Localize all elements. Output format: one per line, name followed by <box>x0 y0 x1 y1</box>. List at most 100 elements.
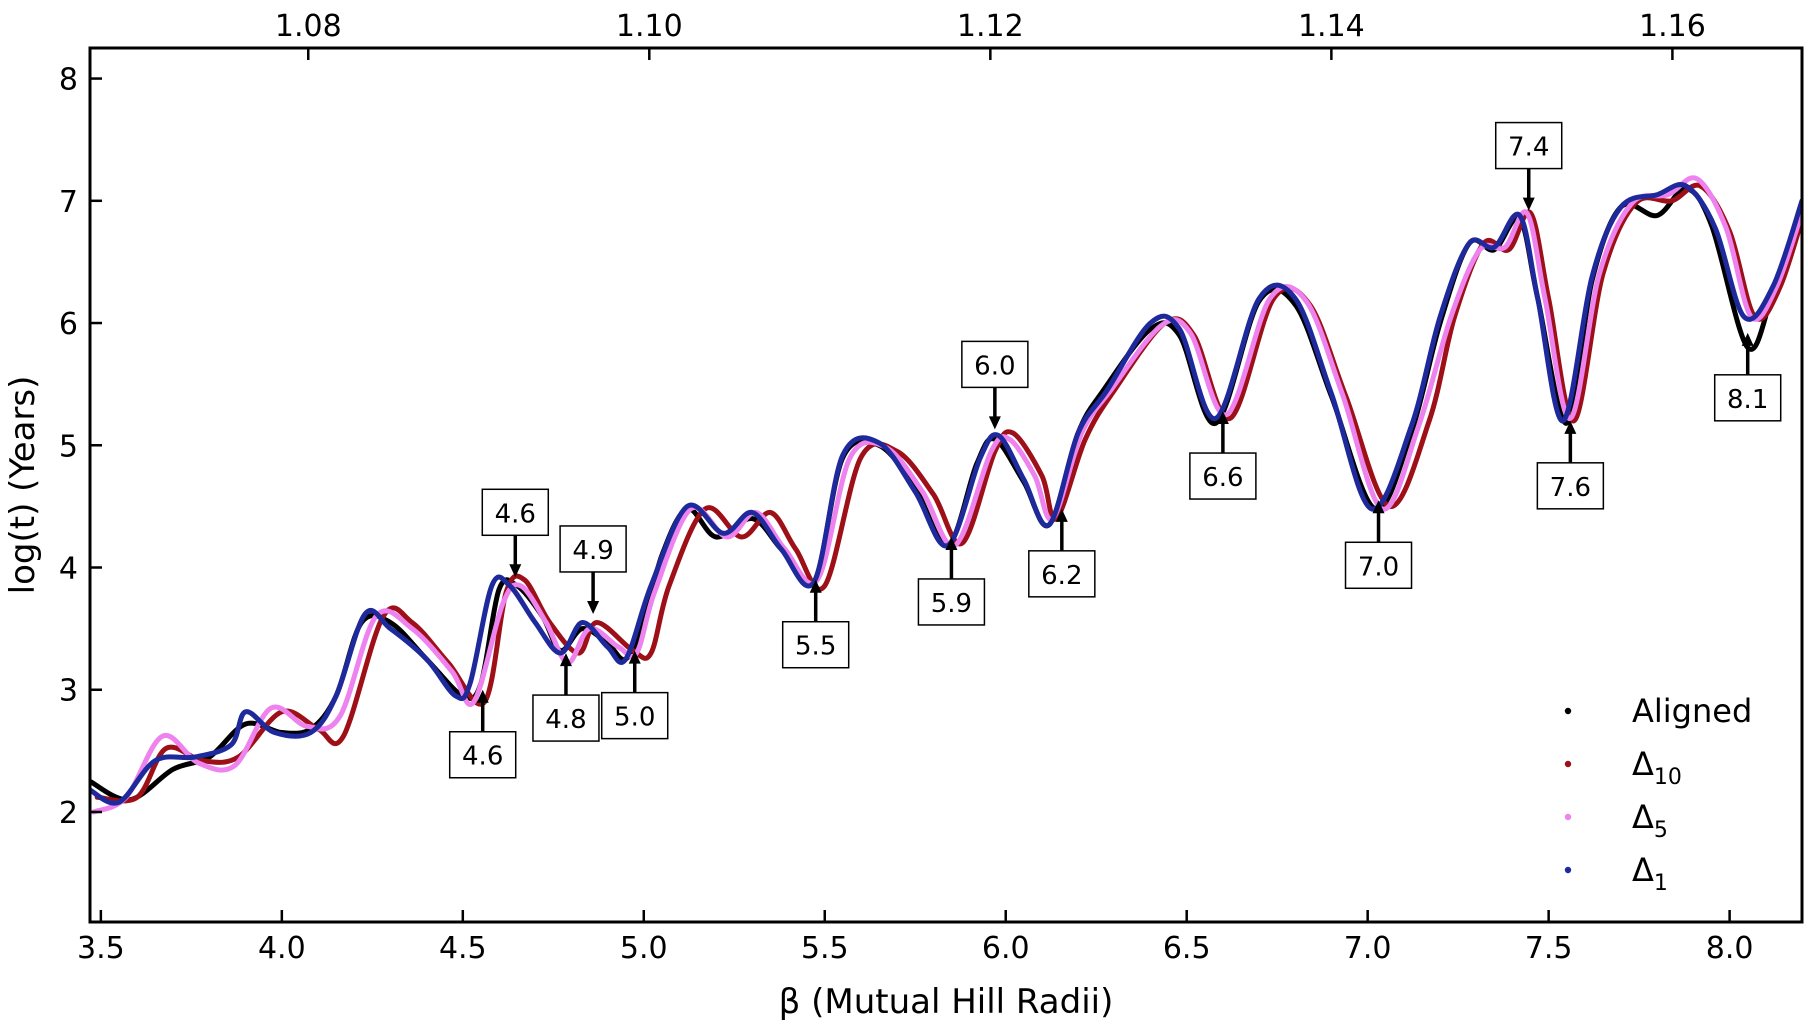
annotation-8: 6.2 <box>1028 508 1096 598</box>
legend-marker-0 <box>1564 707 1572 715</box>
annotation-layer: 4.6 4.6 4.8 4.9 5.0 5.5 5.9 6.0 6.2 6.6 7.0 7.4 7.6 8… <box>448 121 1782 779</box>
annotation-label: 6.0 <box>974 351 1015 381</box>
annotation-label: 6.6 <box>1202 463 1243 493</box>
legend-marker-3 <box>1564 866 1572 874</box>
x-tick-label: 7.5 <box>1525 931 1573 966</box>
annotation-box <box>481 488 550 537</box>
y-tick-label: 2 <box>59 796 78 831</box>
annotation-box <box>781 620 850 669</box>
y-axis-label: log(t) (Years) <box>3 376 43 595</box>
legend-label-text: Δ <box>1632 745 1654 783</box>
x-tick-label: 4.0 <box>258 931 306 966</box>
annotation-label: 4.6 <box>462 742 503 772</box>
annotation-6: 5.9 <box>917 536 986 626</box>
annotation-10: 7.0 <box>1344 500 1413 590</box>
x-tick-label: 3.5 <box>77 931 125 966</box>
annotation-label: 4.6 <box>495 499 536 529</box>
y-tick-label: 5 <box>59 429 78 464</box>
annotation-box <box>1494 121 1563 170</box>
annotation-arrowhead <box>509 564 522 578</box>
x-tick-label: 6.5 <box>1163 931 1211 966</box>
annotation-arrowhead <box>988 416 1001 430</box>
annotation-arrowhead <box>809 579 822 593</box>
x-tick-label: 5.5 <box>801 931 849 966</box>
legend-label-text: Δ <box>1632 851 1654 889</box>
annotation-box <box>1536 462 1605 510</box>
annotation-1: 4.6 <box>481 488 550 578</box>
legend-label-0: Aligned <box>1632 692 1752 730</box>
annotation-arrowhead <box>476 689 489 703</box>
plot-frame <box>88 46 1804 924</box>
annotation-arrowhead <box>1216 411 1229 425</box>
series-line-2 <box>91 175 1802 815</box>
annotation-label: 7.0 <box>1358 552 1399 582</box>
annotation-box <box>600 691 669 740</box>
annotation-5: 5.5 <box>781 579 850 669</box>
x-tick-label: 7.0 <box>1344 931 1392 966</box>
top-tick-label: 1.14 <box>1298 9 1365 44</box>
legend-label-subscript: 1 <box>1654 871 1668 896</box>
annotation-arrowhead <box>1372 500 1385 514</box>
y-tick-label: 3 <box>59 674 78 709</box>
annotation-arrowhead <box>1055 508 1068 522</box>
annotation-box <box>1189 452 1257 500</box>
legend-label-text: Aligned <box>1632 692 1752 730</box>
annotation-arrowhead <box>628 650 641 664</box>
series-layer <box>90 175 1802 815</box>
annotation-label: 4.9 <box>572 536 613 566</box>
legend-label-subscript: 5 <box>1654 818 1668 843</box>
annotation-arrowhead <box>945 536 958 550</box>
annotation-label: 5.9 <box>931 589 972 619</box>
annotation-7: 6.0 <box>961 340 1029 430</box>
annotation-arrowhead <box>587 600 600 614</box>
annotation-label: 7.6 <box>1550 473 1591 503</box>
x-tick-label: 4.5 <box>439 931 487 966</box>
top-tick-label: 1.08 <box>275 9 342 44</box>
annotation-11: 7.4 <box>1494 121 1563 211</box>
top-tick-label: 1.16 <box>1639 9 1706 44</box>
annotation-label: 5.5 <box>795 632 836 662</box>
annotation-label: 8.1 <box>1727 385 1768 415</box>
annotation-2: 4.8 <box>532 653 600 742</box>
axis-layer: 3.5 4.0 4.5 5.0 5.5 6.0 6.5 7.0 7.5 8.0 2 3 4 5 6 7 8 1.0… <box>59 9 1754 966</box>
annotation-box <box>559 525 627 573</box>
annotation-box <box>917 578 986 626</box>
annotation-13: 8.1 <box>1713 332 1782 422</box>
y-tick-label: 6 <box>59 307 78 342</box>
annotation-9: 6.6 <box>1189 411 1257 500</box>
annotation-box <box>448 730 517 779</box>
annotation-arrowhead <box>1564 420 1577 434</box>
x-tick-label: 5.0 <box>620 931 668 966</box>
legend-marker-1 <box>1564 760 1572 768</box>
legend-label-2: Δ5 <box>1632 798 1668 843</box>
legend-label-3: Δ1 <box>1632 851 1668 896</box>
annotation-label: 5.0 <box>614 703 655 733</box>
annotation-arrowhead <box>559 653 572 667</box>
annotation-3: 4.9 <box>559 525 627 614</box>
annotation-box <box>1344 541 1413 590</box>
annotation-box <box>961 340 1029 389</box>
x-tick-label: 8.0 <box>1706 931 1754 966</box>
x-axis-label: β (Mutual Hill Radii) <box>779 982 1114 1022</box>
series-line-1 <box>94 182 1802 804</box>
top-tick-label: 1.12 <box>957 9 1024 44</box>
y-tick-label: 4 <box>59 552 78 587</box>
annotation-arrowhead <box>1522 197 1535 211</box>
annotation-12: 7.6 <box>1536 420 1605 510</box>
annotation-label: 7.4 <box>1508 133 1549 163</box>
top-tick-label: 1.10 <box>616 9 683 44</box>
annotation-box <box>1028 550 1096 598</box>
annotation-0: 4.6 <box>448 689 517 779</box>
legend-marker-2 <box>1564 813 1572 821</box>
series-line-3 <box>90 182 1802 806</box>
annotation-box <box>532 694 600 742</box>
annotation-label: 6.2 <box>1041 561 1082 591</box>
annotation-label: 4.8 <box>545 705 586 735</box>
annotation-box <box>1713 374 1782 422</box>
legend-label-1: Δ10 <box>1632 745 1682 790</box>
legend-label-subscript: 10 <box>1654 765 1682 790</box>
y-tick-label: 7 <box>59 185 78 220</box>
